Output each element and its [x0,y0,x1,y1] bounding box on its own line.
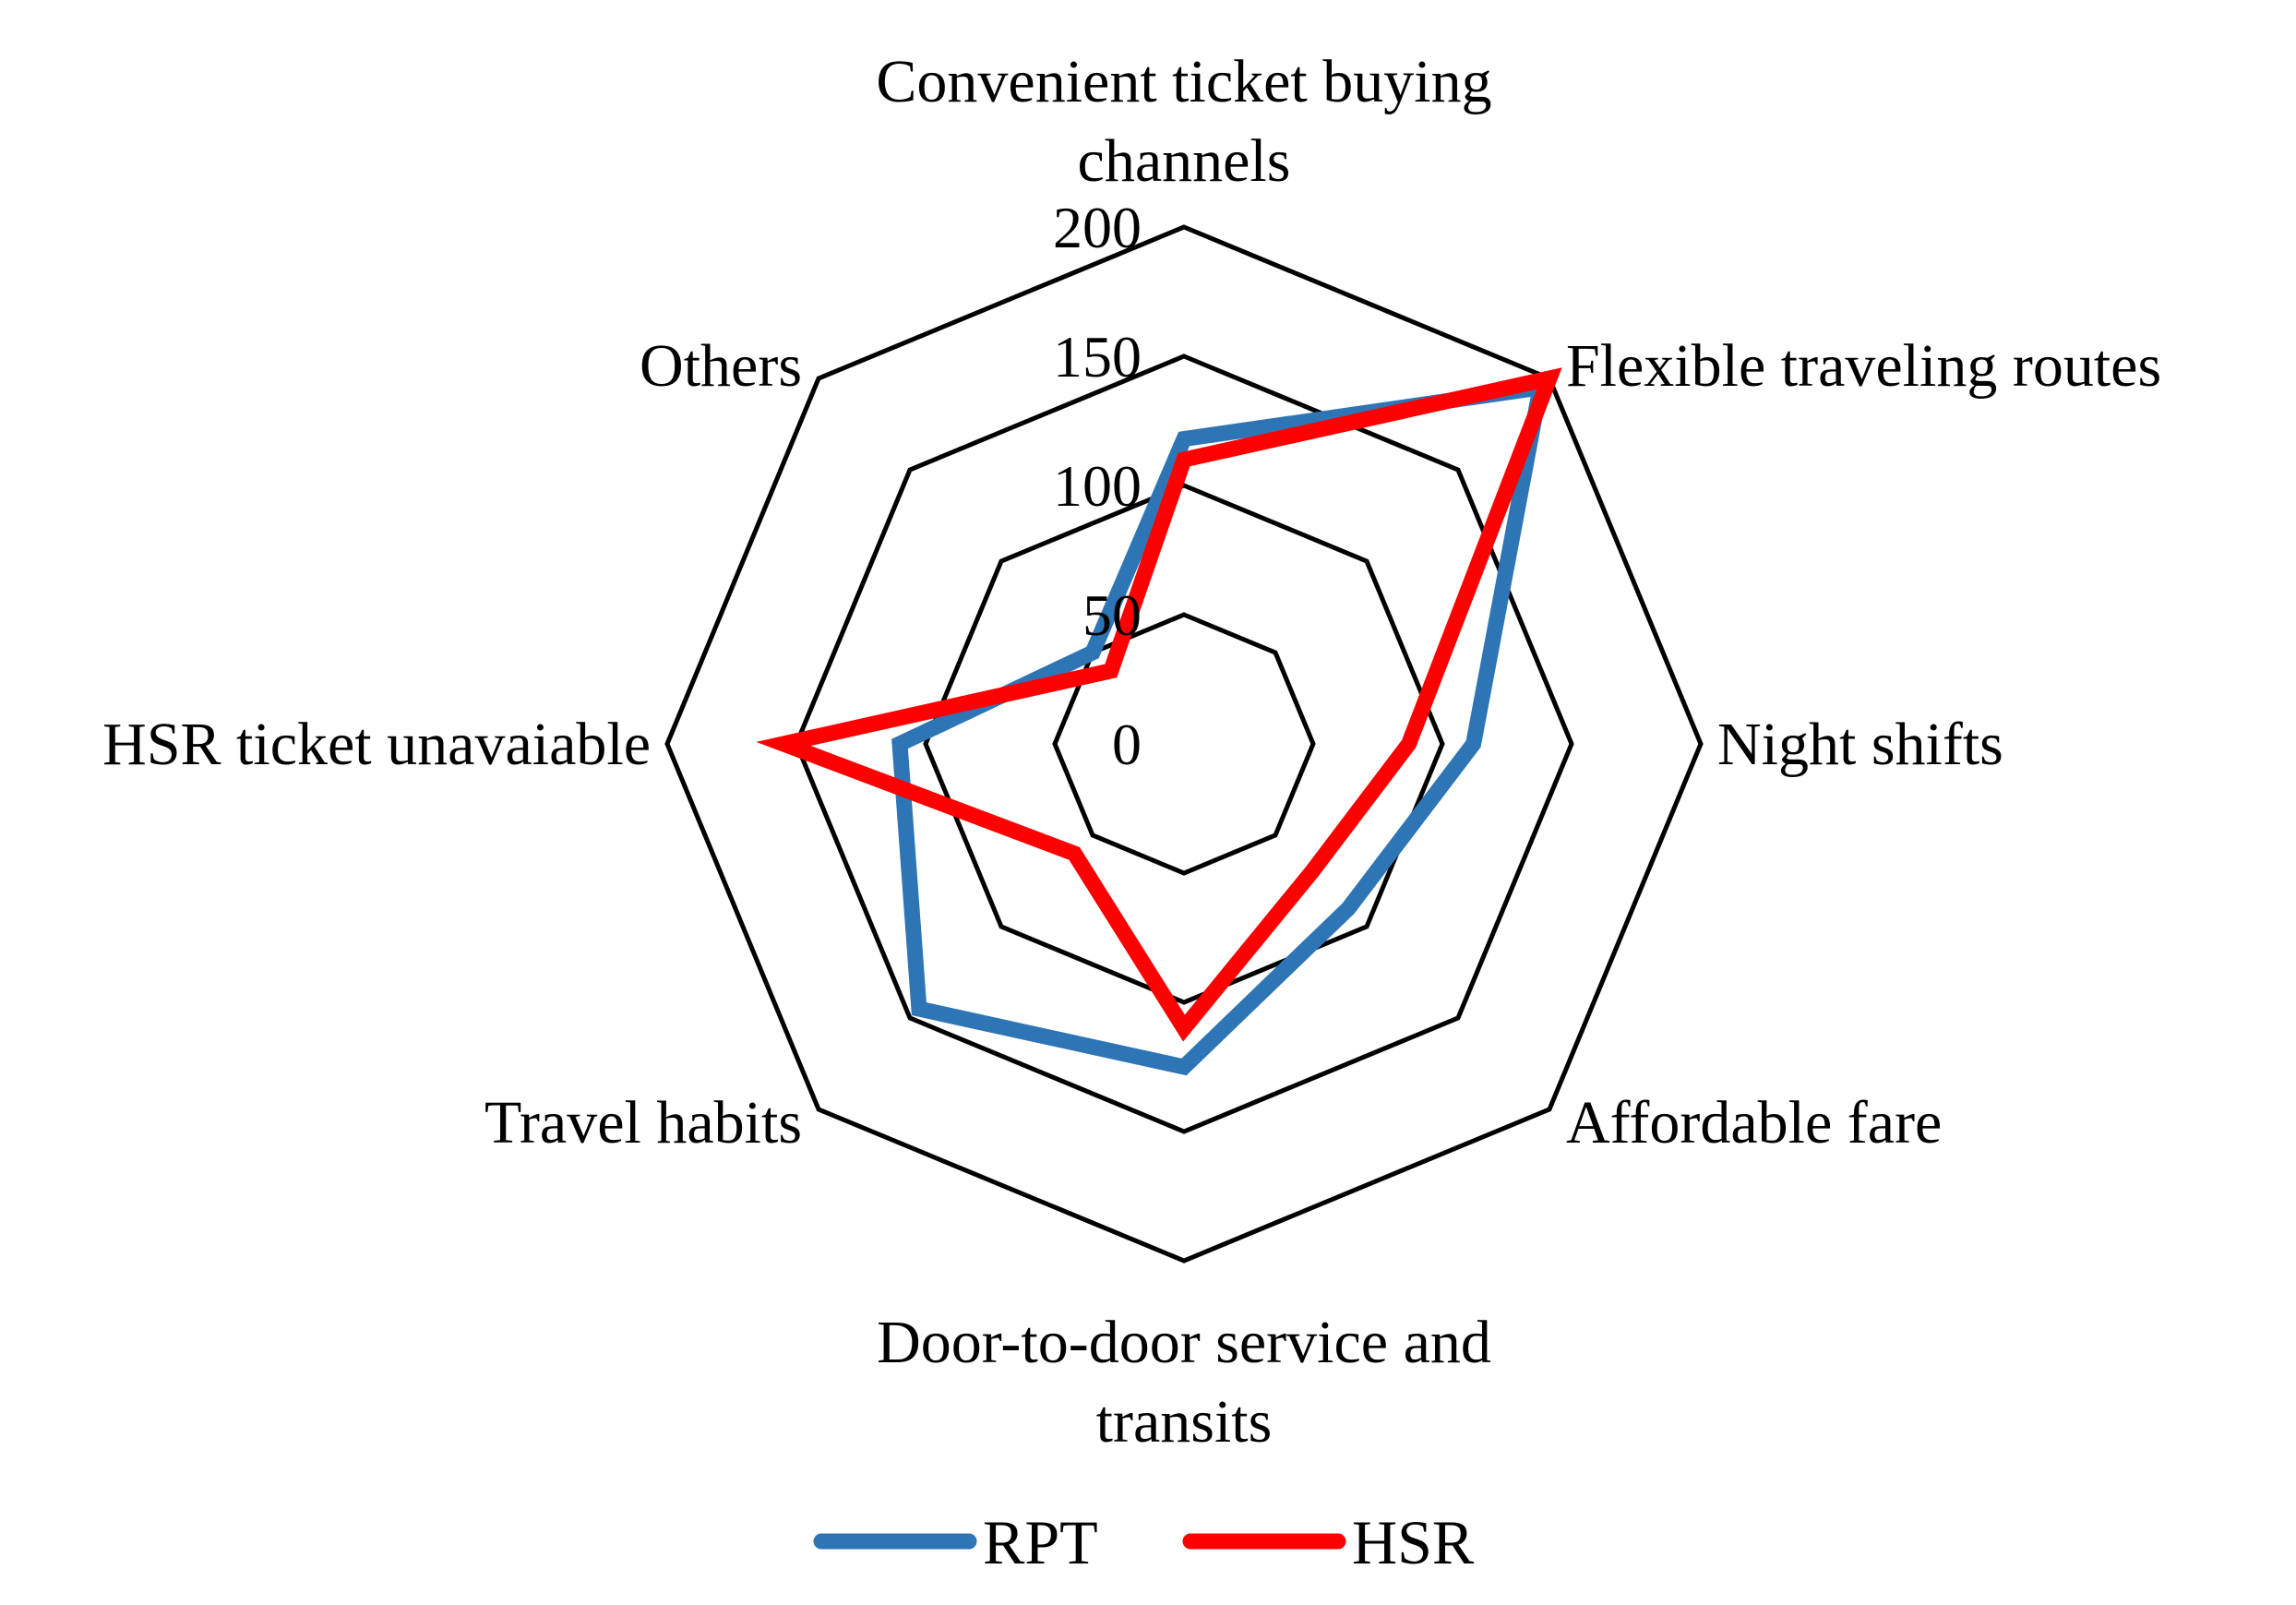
legend: RPT HSR [813,1507,1475,1577]
category-label-line: Convenient ticket buying [876,48,1491,115]
category-label-travel-habits: Travel habits [484,1089,802,1156]
category-label-convenient-ticket-buying-channels: Convenient ticket buying channels [876,48,1491,195]
tick-label-0: 0 [1112,712,1142,777]
category-label-line: channels [1078,127,1291,195]
category-label-night-shifts: Night shifts [1717,711,2003,778]
category-label-line: Travel habits [484,1089,802,1156]
category-label-line: HSR ticket unavaiable [102,711,651,778]
category-label-hsr-ticket-unavaiable: HSR ticket unavaiable [102,711,651,778]
series-line-rpt [891,377,1550,1076]
legend-label-rpt: RPT [983,1507,1098,1577]
category-label-door-to-door-service-and-transits: Door-to-door service and transits [877,1309,1491,1455]
tick-label-100: 100 [1053,453,1142,519]
grid-ring-150 [794,353,1574,1134]
category-label-others: Others [640,332,802,400]
category-label-line: transits [1096,1388,1273,1455]
tick-label-200: 200 [1053,195,1142,260]
category-label-line: Flexible traveling routes [1566,332,2161,400]
legend-label-hsr: HSR [1352,1507,1475,1577]
category-label-affordable-fare: Affordable fare [1566,1089,1942,1156]
series-line-hsr [756,367,1562,1042]
radial-tick-labels: 0 50 100 150 200 [1053,195,1142,777]
category-label-line: Night shifts [1717,711,2003,778]
category-label-line: Door-to-door service and [877,1309,1491,1376]
category-label-line: Affordable fare [1566,1089,1942,1156]
grid-ring-100 [923,483,1445,1005]
tick-label-150: 150 [1053,324,1142,389]
category-label-flexible-traveling-routes: Flexible traveling routes [1566,332,2161,400]
radar-series [756,367,1562,1076]
category-label-line: Others [640,332,802,400]
grid-ring-200 [664,224,1704,1264]
category-labels: Convenient ticket buying channels Flexible… [102,48,2161,1455]
tick-label-50: 50 [1082,582,1142,648]
